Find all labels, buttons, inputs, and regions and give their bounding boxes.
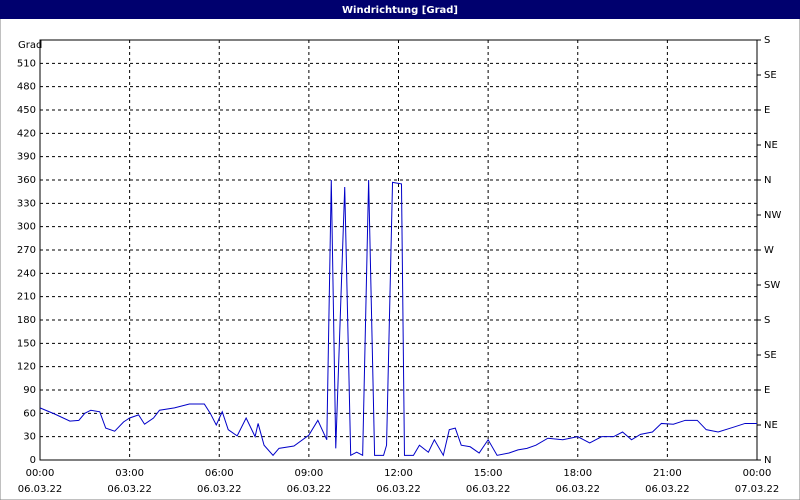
x-tick-label: 21:00 [653, 468, 682, 479]
y2-tick-label: NE [764, 420, 778, 431]
title-bar [0, 0, 800, 19]
y2-tick-label: NW [764, 210, 781, 221]
y-tick-label: 60 [23, 408, 36, 419]
y-tick-label: 180 [17, 315, 36, 326]
y2-tick-label: SE [764, 70, 777, 81]
x-tick-label: 15:00 [474, 468, 503, 479]
y-tick-label: 90 [23, 385, 36, 396]
x-tick-date: 06.03.22 [555, 484, 600, 495]
data-line [39, 179, 757, 457]
y-tick-label: 240 [17, 268, 36, 279]
y2-tick-label: W [764, 245, 774, 256]
y-tick-label: 450 [17, 105, 36, 116]
chart-title: Windrichtung [Grad] [342, 5, 458, 16]
x-tick-label: 00:00 [743, 468, 772, 479]
y-tick-label: 120 [17, 362, 36, 373]
y-axis-label: Grad [18, 40, 42, 51]
y2-tick-label: SE [764, 350, 777, 361]
y-tick-label: 270 [17, 245, 36, 256]
y2-tick-label: S [764, 35, 770, 46]
y-tick-label: 510 [17, 58, 36, 69]
x-tick-label: 00:00 [26, 468, 55, 479]
x-tick-label: 09:00 [294, 468, 323, 479]
y-tick-label: 360 [17, 175, 36, 186]
x-tick-label: 12:00 [384, 468, 413, 479]
x-tick-label: 18:00 [563, 468, 592, 479]
y-tick-label: 300 [17, 222, 36, 233]
y-tick-label: 0 [30, 455, 36, 466]
x-tick-date: 06.03.22 [18, 484, 63, 495]
y2-tick-label: E [764, 105, 770, 116]
x-tick-date: 06.03.22 [287, 484, 332, 495]
y-tick-label: 420 [17, 128, 36, 139]
x-tick-date: 06.03.22 [645, 484, 690, 495]
y2-tick-label: E [764, 385, 770, 396]
y2-tick-label: N [764, 175, 771, 186]
y2-tick-label: S [764, 315, 770, 326]
y-tick-label: 330 [17, 198, 36, 209]
x-tick-date: 06.03.22 [107, 484, 152, 495]
y-tick-label: 210 [17, 292, 36, 303]
y-tick-label: 480 [17, 82, 36, 93]
x-tick-date: 07.03.22 [735, 484, 780, 495]
y-tick-label: 390 [17, 152, 36, 163]
y-tick-label: 30 [23, 432, 36, 443]
y2-tick-label: NE [764, 140, 778, 151]
x-tick-date: 06.03.22 [197, 484, 242, 495]
x-tick-label: 03:00 [115, 468, 144, 479]
y2-tick-label: SW [764, 280, 780, 291]
x-tick-date: 06.03.22 [466, 484, 511, 495]
y2-tick-label: N [764, 455, 771, 466]
x-tick-date: 06.03.22 [376, 484, 421, 495]
y-tick-label: 150 [17, 338, 36, 349]
x-tick-label: 06:00 [205, 468, 234, 479]
